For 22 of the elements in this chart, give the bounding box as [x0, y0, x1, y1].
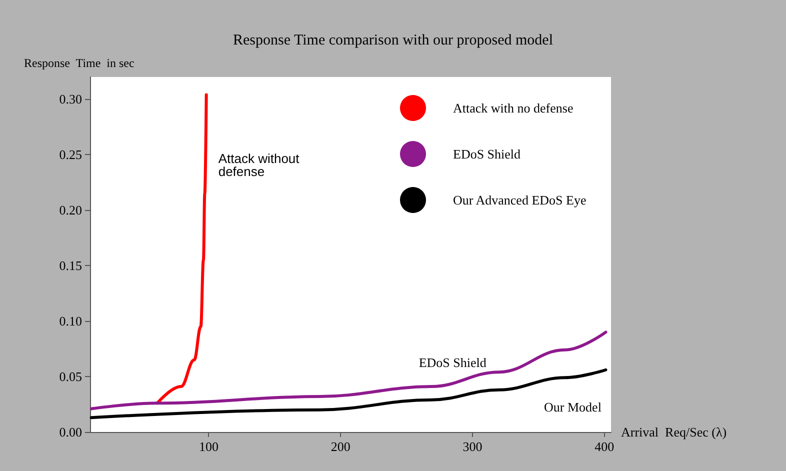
- x-tick-label: 400: [594, 439, 614, 454]
- annotation: EDoS Shield: [418, 355, 487, 370]
- y-tick-label: 0.20: [59, 202, 82, 218]
- chart-title: Response Time comparison with our proposed model: [233, 32, 553, 48]
- x-tick-label: 100: [198, 439, 218, 454]
- y-tick-label: 0.15: [59, 258, 82, 274]
- line-series: [90, 330, 608, 410]
- annotation: Our Model: [544, 399, 602, 414]
- legend-label: Attack with no defense: [453, 100, 574, 116]
- y-tick-label: 0.25: [59, 147, 82, 162]
- y-tick-label: 0.05: [59, 369, 82, 384]
- legend-label: EDoS Shield: [453, 146, 522, 162]
- annotation: Attack without defense: [218, 150, 303, 179]
- y-tick-label: 0.10: [59, 314, 82, 329]
- line-series: [90, 368, 608, 420]
- x-tick-label: 300: [462, 439, 482, 454]
- legend-label: Our Advanced EDoS Eye: [453, 192, 586, 208]
- y-tick-label: 0.00: [59, 424, 82, 440]
- y-tick-label: 0.30: [59, 92, 82, 107]
- x-tick-label: 200: [330, 439, 350, 454]
- x-axis-title: Arrival Req/Sec (λ): [621, 424, 727, 440]
- y-axis-title: Response Time in sec: [24, 56, 134, 70]
